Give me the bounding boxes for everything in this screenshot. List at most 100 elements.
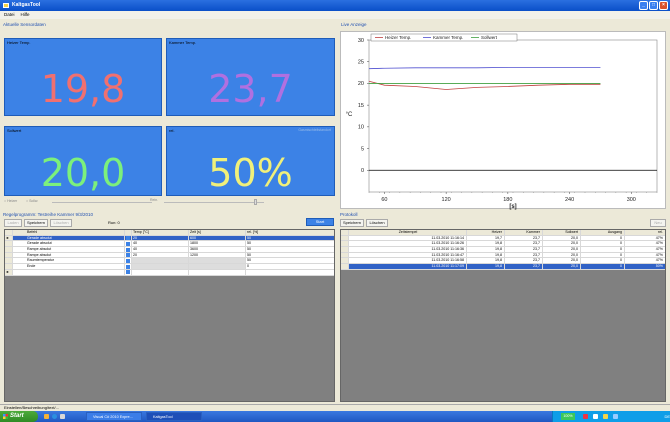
col-rel[interactable]: rel. [658, 230, 663, 234]
cell-befehl[interactable]: Gerade absolut [13, 235, 125, 241]
cell-temp[interactable]: 40 [132, 241, 189, 247]
table-row[interactable]: 11.03.2010 11:16:36 19,8 23,7 20,0 0 47% [341, 247, 665, 253]
close-button[interactable]: × [659, 1, 668, 10]
table-row[interactable]: Rampe absolut 40 3600 50 [5, 247, 334, 253]
zoom-badge[interactable]: 100% [561, 413, 575, 420]
security-icon[interactable] [613, 414, 618, 419]
cell-temp[interactable]: 20 [132, 235, 189, 241]
radio-sollwert[interactable]: ○ Sollw. [26, 199, 39, 203]
cell-rel[interactable]: 47% [655, 241, 663, 246]
cell-befehl[interactable]: Gerade absolut [13, 241, 125, 247]
row-marker[interactable]: ► [5, 235, 13, 241]
cell-rel[interactable]: 50 [247, 252, 251, 257]
cell-temp[interactable] [132, 258, 189, 264]
cell-ausgang[interactable]: 0 [581, 258, 625, 264]
col-rel[interactable]: rel. [%] [247, 230, 259, 234]
row-marker[interactable]: ► [5, 269, 13, 275]
checkbox-icon[interactable] [126, 264, 130, 269]
row-header[interactable] [341, 264, 349, 269]
slider-track-right[interactable] [164, 202, 264, 203]
cell-zeit[interactable]: 3600 [189, 247, 246, 252]
taskbar-item-visual-studio[interactable]: Visual C# 2010 Expre... [86, 412, 142, 421]
row-marker[interactable] [5, 258, 13, 264]
col-befehl[interactable]: Befehl [13, 230, 125, 235]
cell-kammer[interactable]: 23,7 [505, 235, 543, 241]
col-kammer[interactable]: Kammer [505, 230, 543, 235]
cell-zeit[interactable]: 1200 [189, 252, 246, 258]
start-button[interactable]: Start [306, 218, 334, 226]
cell-zeit[interactable] [189, 258, 246, 264]
radio-heizer[interactable]: ○ Heizer [4, 199, 18, 203]
table-row[interactable]: Gerade absolut 40 1800 50 [5, 241, 334, 248]
row-header[interactable] [341, 252, 349, 258]
cell-sollwert[interactable]: 20,0 [543, 247, 581, 252]
cell-befehl[interactable]: Raumtemperatur [13, 258, 125, 264]
table-row[interactable]: 11.03.2010 11:16:14 19,7 23,7 20,0 0 47% [341, 235, 665, 242]
cell-befehl[interactable]: Ende [13, 264, 125, 269]
row-header[interactable] [341, 241, 349, 247]
cell-temp[interactable]: 40 [132, 247, 189, 252]
cell-ausgang[interactable]: 0 [581, 264, 625, 269]
col-zeit[interactable]: Zeit [s] [189, 230, 246, 235]
cell-sollwert[interactable]: 20,0 [543, 235, 581, 241]
cell-heizer[interactable]: 19,8 [467, 241, 505, 247]
cell-heizer[interactable]: 19,8 [467, 258, 505, 264]
menu-hilfe[interactable]: Hilfe [20, 12, 30, 17]
checkbox-icon[interactable] [126, 253, 130, 258]
network-icon[interactable] [593, 414, 598, 419]
cell-temp[interactable] [132, 269, 189, 275]
cell-rel[interactable]: 50 [247, 241, 251, 246]
checkbox-icon[interactable] [126, 270, 130, 275]
volume-icon[interactable] [603, 414, 608, 419]
tray-app-icon[interactable] [583, 414, 588, 419]
cell-sollwert[interactable]: 20,0 [543, 258, 581, 264]
menu-datei[interactable]: Datei [4, 12, 15, 17]
checkbox-icon[interactable] [126, 236, 130, 241]
cell-ausgang[interactable]: 0 [581, 252, 625, 258]
taskbar-item-kaltgastool[interactable]: KaltgasTool [146, 412, 202, 421]
row-marker[interactable] [5, 247, 13, 252]
row-marker[interactable] [5, 252, 13, 258]
checkbox-icon[interactable] [126, 241, 130, 246]
row-header[interactable] [341, 235, 349, 241]
cell-kammer[interactable]: 23,7 [505, 252, 543, 258]
cell-rel[interactable] [246, 270, 334, 275]
loeschen-button[interactable]: Löschen [50, 219, 72, 227]
slider-thumb[interactable] [254, 199, 257, 205]
cell-heizer[interactable]: 19,8 [467, 264, 505, 269]
table-row[interactable]: ► Gerade absolut 20 600 50 [5, 235, 334, 242]
checkbox-icon[interactable] [126, 258, 130, 263]
cell-ausgang[interactable]: 0 [581, 247, 625, 252]
protokoll-speichern-button[interactable]: Speichern [340, 219, 364, 227]
cell-rel[interactable]: 50 [247, 258, 251, 263]
cell-rel[interactable]: 47% [655, 235, 663, 240]
row-header[interactable] [341, 247, 349, 252]
cell-kammer[interactable]: 23,7 [505, 241, 543, 247]
cell-zeitstempel[interactable]: 11.03.2010 11:17:09 [349, 264, 467, 269]
cell-rel[interactable]: 50% [655, 264, 663, 269]
row-marker[interactable] [5, 264, 13, 269]
protokoll-neu-button[interactable]: Neu [650, 219, 666, 227]
explorer-quicklaunch-icon[interactable] [60, 414, 65, 419]
folder-quicklaunch-icon[interactable] [44, 414, 49, 419]
laden-button[interactable]: Laden [4, 219, 22, 227]
cell-rel[interactable]: 47% [655, 258, 663, 263]
minimize-button[interactable]: _ [639, 1, 648, 10]
cell-zeitstempel[interactable]: 11.03.2010 11:16:36 [349, 247, 467, 252]
cell-zeitstempel[interactable]: 11.03.2010 11:16:58 [349, 258, 467, 264]
cell-zeitstempel[interactable]: 11.03.2010 11:16:14 [349, 235, 467, 241]
col-ausgang[interactable]: Ausgang [581, 230, 625, 235]
cell-rel[interactable]: 0 [247, 264, 249, 269]
table-row[interactable]: 11.03.2010 11:16:47 19,8 23,7 20,0 0 47% [341, 252, 665, 259]
cell-kammer[interactable]: 23,7 [505, 258, 543, 264]
start-button[interactable]: Start [0, 411, 38, 422]
language-indicator[interactable]: DE [664, 414, 670, 419]
cell-rel[interactable]: 47% [655, 247, 663, 252]
table-row[interactable]: ► [5, 269, 334, 276]
cell-ausgang[interactable]: 0 [581, 241, 625, 247]
cell-temp[interactable] [132, 264, 189, 269]
cell-heizer[interactable]: 19,7 [467, 235, 505, 241]
cell-zeit[interactable] [189, 264, 246, 269]
cell-heizer[interactable]: 19,8 [467, 252, 505, 258]
table-row[interactable]: Raumtemperatur 50 [5, 258, 334, 265]
